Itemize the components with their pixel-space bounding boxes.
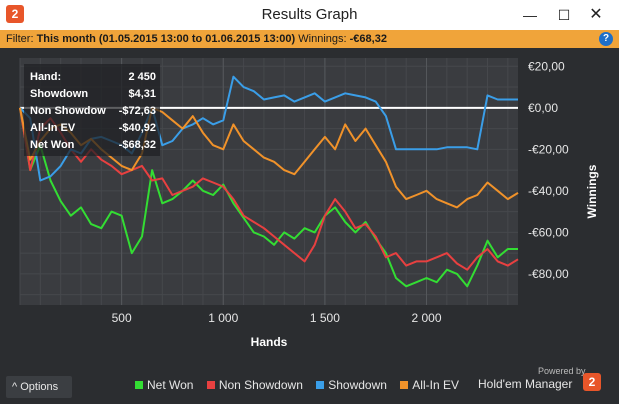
tooltip-row-net-won: Net Won -$68,32 (30, 136, 156, 154)
legend-label: Showdown (328, 378, 387, 392)
y-tick-label: €20,00 (528, 59, 565, 73)
series-line-net-won (19, 107, 518, 288)
results-chart[interactable]: 500 1 000 1 500 2 000 €20,00 €0,00 -€20,00 -€40… (0, 0, 619, 366)
tooltip-row-non-showdown: Non Showdow -$72,63 (30, 102, 156, 120)
chart-legend: Net Won Non Showdown Showdown All-In EV (135, 378, 469, 394)
legend-item-net-won[interactable]: Net Won (135, 378, 193, 392)
tooltip-showdown-value: $4,31 (128, 88, 156, 100)
tooltip-all-in-ev-value: -$40,92 (118, 122, 156, 134)
y-axis-label: Winnings (585, 164, 599, 218)
x-tick-label: 2 000 (412, 311, 442, 325)
maximize-button[interactable]: ☐ (557, 7, 571, 23)
help-icon[interactable]: ? (599, 32, 613, 46)
legend-item-non-showdown[interactable]: Non Showdown (206, 378, 303, 392)
filter-bar[interactable]: Filter: This month (01.05.2015 13:00 to … (0, 30, 619, 48)
series-line-non-showdown (19, 107, 519, 271)
filter-label: Filter: (6, 33, 34, 45)
options-button[interactable]: ^ Options (6, 376, 72, 398)
legend-label: Net Won (147, 378, 194, 392)
y-tick-label: €0,00 (528, 101, 558, 115)
legend-label: Non Showdown (218, 378, 303, 392)
tooltip-net-won-value: -$68,32 (118, 139, 156, 151)
app-logo-icon: 2 (6, 5, 24, 23)
tooltip-row-showdown: Showdown $4,31 (30, 85, 156, 103)
brand-name: Hold'em Manager (478, 377, 573, 391)
tooltip-non-showdown-label: Non Showdow (30, 105, 106, 117)
legend-item-showdown[interactable]: Showdown (316, 378, 387, 392)
winnings-label: Winnings: (298, 33, 347, 45)
y-tick-label: -€60,00 (528, 225, 569, 239)
minimize-button[interactable]: — (523, 7, 537, 23)
tooltip-all-in-ev-label: All-In EV (30, 122, 76, 134)
brand-logo-icon: 2 (583, 373, 601, 391)
filter-value: This month (01.05.2015 13:00 to 01.06.20… (36, 33, 296, 45)
tooltip-row-hand: Hand: 2 450 (30, 68, 156, 86)
y-tick-label: -€20,00 (528, 142, 569, 156)
tooltip-net-won-label: Net Won (30, 139, 75, 151)
x-tick-label: 1 000 (208, 311, 238, 325)
legend-swatch (400, 381, 409, 389)
window-title: Results Graph (261, 6, 358, 23)
close-button[interactable]: ✕ (589, 6, 603, 23)
tooltip-non-showdown-value: -$72,63 (118, 105, 156, 117)
y-tick-label: -€40,00 (528, 184, 569, 198)
tooltip-hand-label: Hand: (30, 71, 62, 83)
y-tick-label: -€80,00 (528, 267, 569, 281)
tooltip-showdown-label: Showdown (30, 88, 89, 100)
chevron-up-icon: ^ (12, 381, 18, 393)
options-label: Options (20, 381, 59, 393)
tooltip-row-all-in-ev: All-In EV -$40,92 (30, 119, 156, 137)
tooltip-hand-value: 2 450 (128, 71, 156, 83)
x-tick-label: 500 (112, 311, 132, 325)
footer-bar: ^ Options Net Won Non Showdown Showdown … (0, 368, 619, 404)
x-tick-label: 1 500 (310, 311, 340, 325)
legend-swatch (316, 381, 325, 389)
title-bar: 2 Results Graph — ☐ ✕ (0, 0, 619, 30)
winnings-value: -€68,32 (349, 33, 387, 45)
x-axis-label: Hands (251, 335, 288, 349)
legend-swatch (135, 381, 143, 389)
hover-tooltip: Hand: 2 450 Showdown $4,31 Non Showdow -… (24, 64, 160, 156)
legend-swatch (206, 381, 215, 389)
legend-label: All-In EV (412, 378, 459, 392)
powered-by-text: Powered by (538, 366, 586, 376)
legend-item-all-in-ev[interactable]: All-In EV (400, 378, 459, 392)
